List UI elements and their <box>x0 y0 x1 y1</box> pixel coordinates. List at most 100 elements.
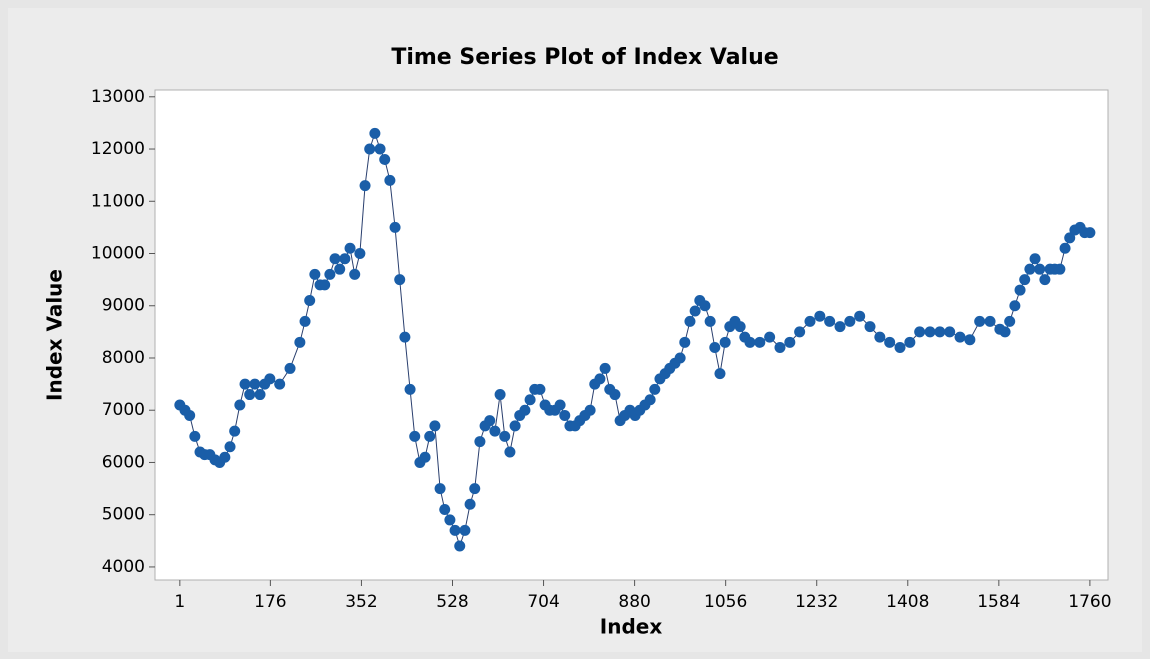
x-tick-label: 1 <box>174 592 185 612</box>
data-point <box>1084 227 1096 239</box>
data-point <box>519 404 531 416</box>
data-point <box>1054 263 1066 275</box>
data-point <box>734 321 746 333</box>
data-point <box>1034 263 1046 275</box>
data-point <box>674 352 686 364</box>
data-point <box>499 430 511 442</box>
data-point <box>319 279 331 291</box>
data-point <box>339 253 351 265</box>
data-point <box>219 451 231 463</box>
data-point <box>1029 253 1041 265</box>
data-point <box>709 342 721 354</box>
data-point <box>754 336 766 348</box>
data-point <box>764 331 776 343</box>
data-point <box>484 415 496 427</box>
data-point <box>824 315 836 327</box>
x-tick-label: 1056 <box>704 592 747 612</box>
data-point <box>1009 300 1021 312</box>
data-point <box>334 263 346 275</box>
data-point <box>934 326 946 338</box>
data-point <box>244 389 256 401</box>
data-point <box>379 153 391 165</box>
data-point <box>874 331 886 343</box>
data-point <box>854 310 866 322</box>
data-point <box>489 425 501 437</box>
data-point <box>324 268 336 280</box>
data-point <box>1024 263 1036 275</box>
data-point <box>359 180 371 192</box>
data-point <box>469 483 481 495</box>
data-point <box>394 274 406 286</box>
data-point <box>369 127 381 139</box>
data-point <box>229 425 241 437</box>
data-point <box>189 430 201 442</box>
y-tick-label: 6000 <box>102 452 145 472</box>
y-tick-label: 10000 <box>91 244 145 264</box>
data-point <box>304 295 316 307</box>
data-point <box>584 404 596 416</box>
data-point <box>344 242 356 254</box>
data-point <box>679 336 691 348</box>
data-point <box>944 326 956 338</box>
data-point <box>264 373 276 385</box>
data-point <box>1059 242 1071 254</box>
y-tick-label: 7000 <box>102 400 145 420</box>
data-point <box>399 331 411 343</box>
data-point <box>844 315 856 327</box>
data-point <box>409 430 421 442</box>
y-tick-label: 5000 <box>102 505 145 525</box>
chart-title: Time Series Plot of Index Value <box>391 45 778 70</box>
data-point <box>974 315 986 327</box>
x-tick-label: 1408 <box>886 592 929 612</box>
data-point <box>274 378 286 390</box>
data-point <box>984 315 996 327</box>
data-point <box>329 253 341 265</box>
data-point <box>719 336 731 348</box>
data-point <box>904 336 916 348</box>
data-point <box>429 420 441 432</box>
data-point <box>814 310 826 322</box>
x-tick-label: 1584 <box>977 592 1020 612</box>
data-point <box>294 336 306 348</box>
data-point <box>534 383 546 395</box>
data-point <box>309 268 321 280</box>
data-point <box>649 383 661 395</box>
data-point <box>424 430 436 442</box>
data-point <box>794 326 806 338</box>
data-point <box>609 389 621 401</box>
data-point <box>1039 274 1051 286</box>
data-point <box>999 326 1011 338</box>
data-point <box>594 373 606 385</box>
x-tick-label: 704 <box>527 592 559 612</box>
data-point <box>184 409 196 421</box>
data-point <box>744 336 756 348</box>
data-point <box>1019 274 1031 286</box>
data-point <box>364 143 376 155</box>
data-point <box>449 524 461 536</box>
data-point <box>509 420 521 432</box>
data-point <box>389 221 401 233</box>
data-point <box>924 326 936 338</box>
data-point <box>249 378 261 390</box>
data-point <box>254 389 266 401</box>
data-point <box>434 483 446 495</box>
data-point <box>349 268 361 280</box>
data-point <box>1064 232 1076 244</box>
data-point <box>239 378 251 390</box>
data-point <box>444 514 456 526</box>
data-point <box>439 503 451 515</box>
y-tick-label: 9000 <box>102 296 145 316</box>
data-point <box>1004 315 1016 327</box>
data-point <box>299 315 311 327</box>
data-point <box>804 315 816 327</box>
data-point <box>284 362 296 374</box>
data-point <box>374 143 386 155</box>
y-tick-label: 13000 <box>91 87 145 107</box>
data-point <box>774 342 786 354</box>
data-point <box>234 399 246 411</box>
data-point <box>689 305 701 317</box>
x-axis-label: Index <box>600 615 663 639</box>
data-point <box>964 334 976 346</box>
data-point <box>954 331 966 343</box>
